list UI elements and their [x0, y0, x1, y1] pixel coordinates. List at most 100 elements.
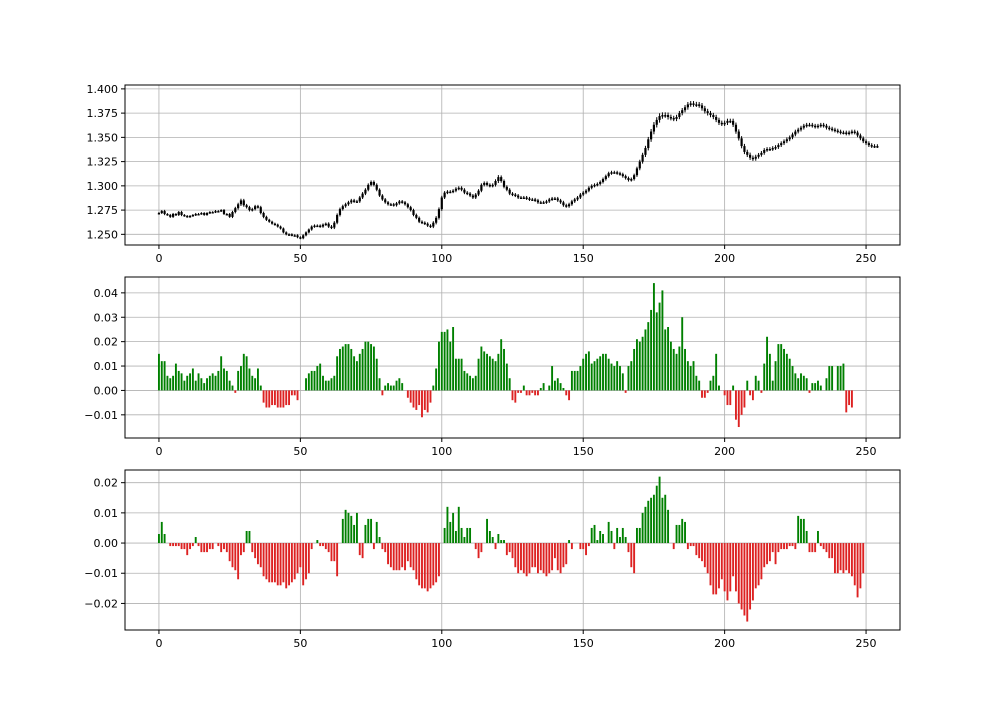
- oscillator-bar: [483, 351, 486, 391]
- deviation-ytick-label: 0.02: [94, 477, 119, 490]
- candle-body: [180, 212, 183, 215]
- candle-body: [429, 225, 432, 228]
- candle-body: [519, 197, 523, 199]
- oscillator-bar: [350, 348, 353, 391]
- candle-body: [870, 145, 873, 147]
- deviation-bar: [619, 537, 621, 544]
- deviation-bar: [797, 515, 800, 544]
- deviation-bar: [438, 543, 440, 577]
- oscillator-bar: [585, 353, 587, 391]
- candle-body: [732, 120, 735, 125]
- deviation-bar: [831, 543, 834, 559]
- candle-body: [522, 197, 525, 199]
- oscillator-bar: [421, 390, 423, 418]
- candle-body: [562, 202, 565, 206]
- candle-body: [607, 173, 610, 177]
- deviation-bar: [279, 543, 282, 586]
- candle-body: [570, 201, 573, 205]
- oscillator-axes-frame: [124, 276, 901, 439]
- candle-body: [633, 175, 636, 180]
- oscillator-bar: [689, 366, 692, 391]
- deviation-bar: [452, 512, 455, 544]
- deviation-bar: [367, 518, 370, 544]
- deviation-bar: [271, 543, 274, 583]
- oscillator-bar: [288, 390, 291, 406]
- deviation-bar: [720, 543, 723, 580]
- oscillator-bar: [760, 390, 763, 393]
- candle-body: [511, 193, 514, 196]
- candle-body: [785, 139, 788, 142]
- oscillator-bar: [785, 353, 788, 391]
- candle-body: [859, 135, 862, 139]
- deviation-bar: [624, 537, 627, 544]
- candle-body: [364, 189, 367, 194]
- candle-body: [293, 235, 296, 237]
- deviation-bar: [432, 543, 435, 586]
- oscillator-ytick-label: 0.01: [94, 360, 119, 373]
- deviation-bar: [718, 543, 720, 589]
- deviation-bar: [406, 543, 409, 562]
- candle-body: [644, 148, 647, 155]
- deviation-bar: [531, 543, 534, 568]
- oscillator-bar: [435, 368, 438, 391]
- candle-body: [220, 210, 223, 212]
- oscillator-bar: [341, 346, 344, 391]
- deviation-bar: [223, 543, 225, 550]
- oscillator-bar: [330, 378, 333, 391]
- candle-body: [344, 204, 347, 207]
- deviation-bar: [814, 543, 817, 553]
- candle-body: [200, 213, 203, 215]
- deviation-bar: [265, 543, 268, 580]
- oscillator-bar: [223, 368, 225, 391]
- deviation-bar: [418, 543, 421, 586]
- deviation-bar: [183, 543, 186, 550]
- oscillator-bar: [160, 361, 163, 391]
- candle-body: [771, 148, 774, 150]
- deviation-bar: [463, 537, 466, 544]
- deviation-bar: [630, 543, 633, 568]
- candle-body: [811, 124, 814, 127]
- oscillator-bar: [590, 363, 593, 391]
- oscillator-bar: [842, 363, 845, 391]
- candle-body: [845, 132, 848, 135]
- oscillator-bar: [783, 348, 785, 391]
- oscillator-bar: [511, 390, 514, 401]
- candle-body: [468, 193, 472, 196]
- oscillator-bar: [322, 375, 324, 391]
- deviation-bar: [839, 543, 842, 571]
- oscillator-bar: [387, 383, 389, 391]
- oscillator-bar: [522, 385, 525, 391]
- oscillator-bar: [542, 383, 545, 391]
- oscillator-bar: [848, 390, 851, 406]
- candle-body: [825, 125, 828, 128]
- deviation-bar: [715, 543, 718, 595]
- deviation-bar: [842, 543, 845, 574]
- deviation-bar: [443, 527, 446, 544]
- oscillator-bar: [189, 373, 192, 391]
- deviation-bar: [678, 524, 681, 544]
- deviation-bar: [740, 543, 743, 610]
- oscillator-bar: [780, 344, 783, 391]
- deviation-bar: [636, 527, 638, 544]
- oscillator-bar: [177, 370, 180, 391]
- candle-body: [389, 204, 392, 206]
- oscillator-bar: [486, 353, 488, 391]
- oscillator-bar: [290, 390, 293, 396]
- oscillator-bar: [613, 366, 616, 391]
- deviation-xtick-label: 250: [856, 637, 877, 650]
- oscillator-bar: [808, 390, 811, 393]
- oscillator-bar: [169, 378, 172, 391]
- deviation-bar: [194, 537, 197, 544]
- candle-body: [649, 131, 653, 140]
- oscillator-bar: [539, 387, 542, 391]
- oscillator-bar: [706, 390, 709, 393]
- candle-body: [225, 213, 228, 216]
- oscillator-bar: [367, 341, 370, 391]
- candle-body: [746, 151, 749, 155]
- deviation-bar: [364, 524, 367, 544]
- candle-body: [330, 226, 333, 229]
- candle-body: [217, 211, 220, 213]
- candle-body: [856, 132, 859, 136]
- candle-body: [197, 213, 200, 216]
- deviation-bar: [225, 543, 228, 553]
